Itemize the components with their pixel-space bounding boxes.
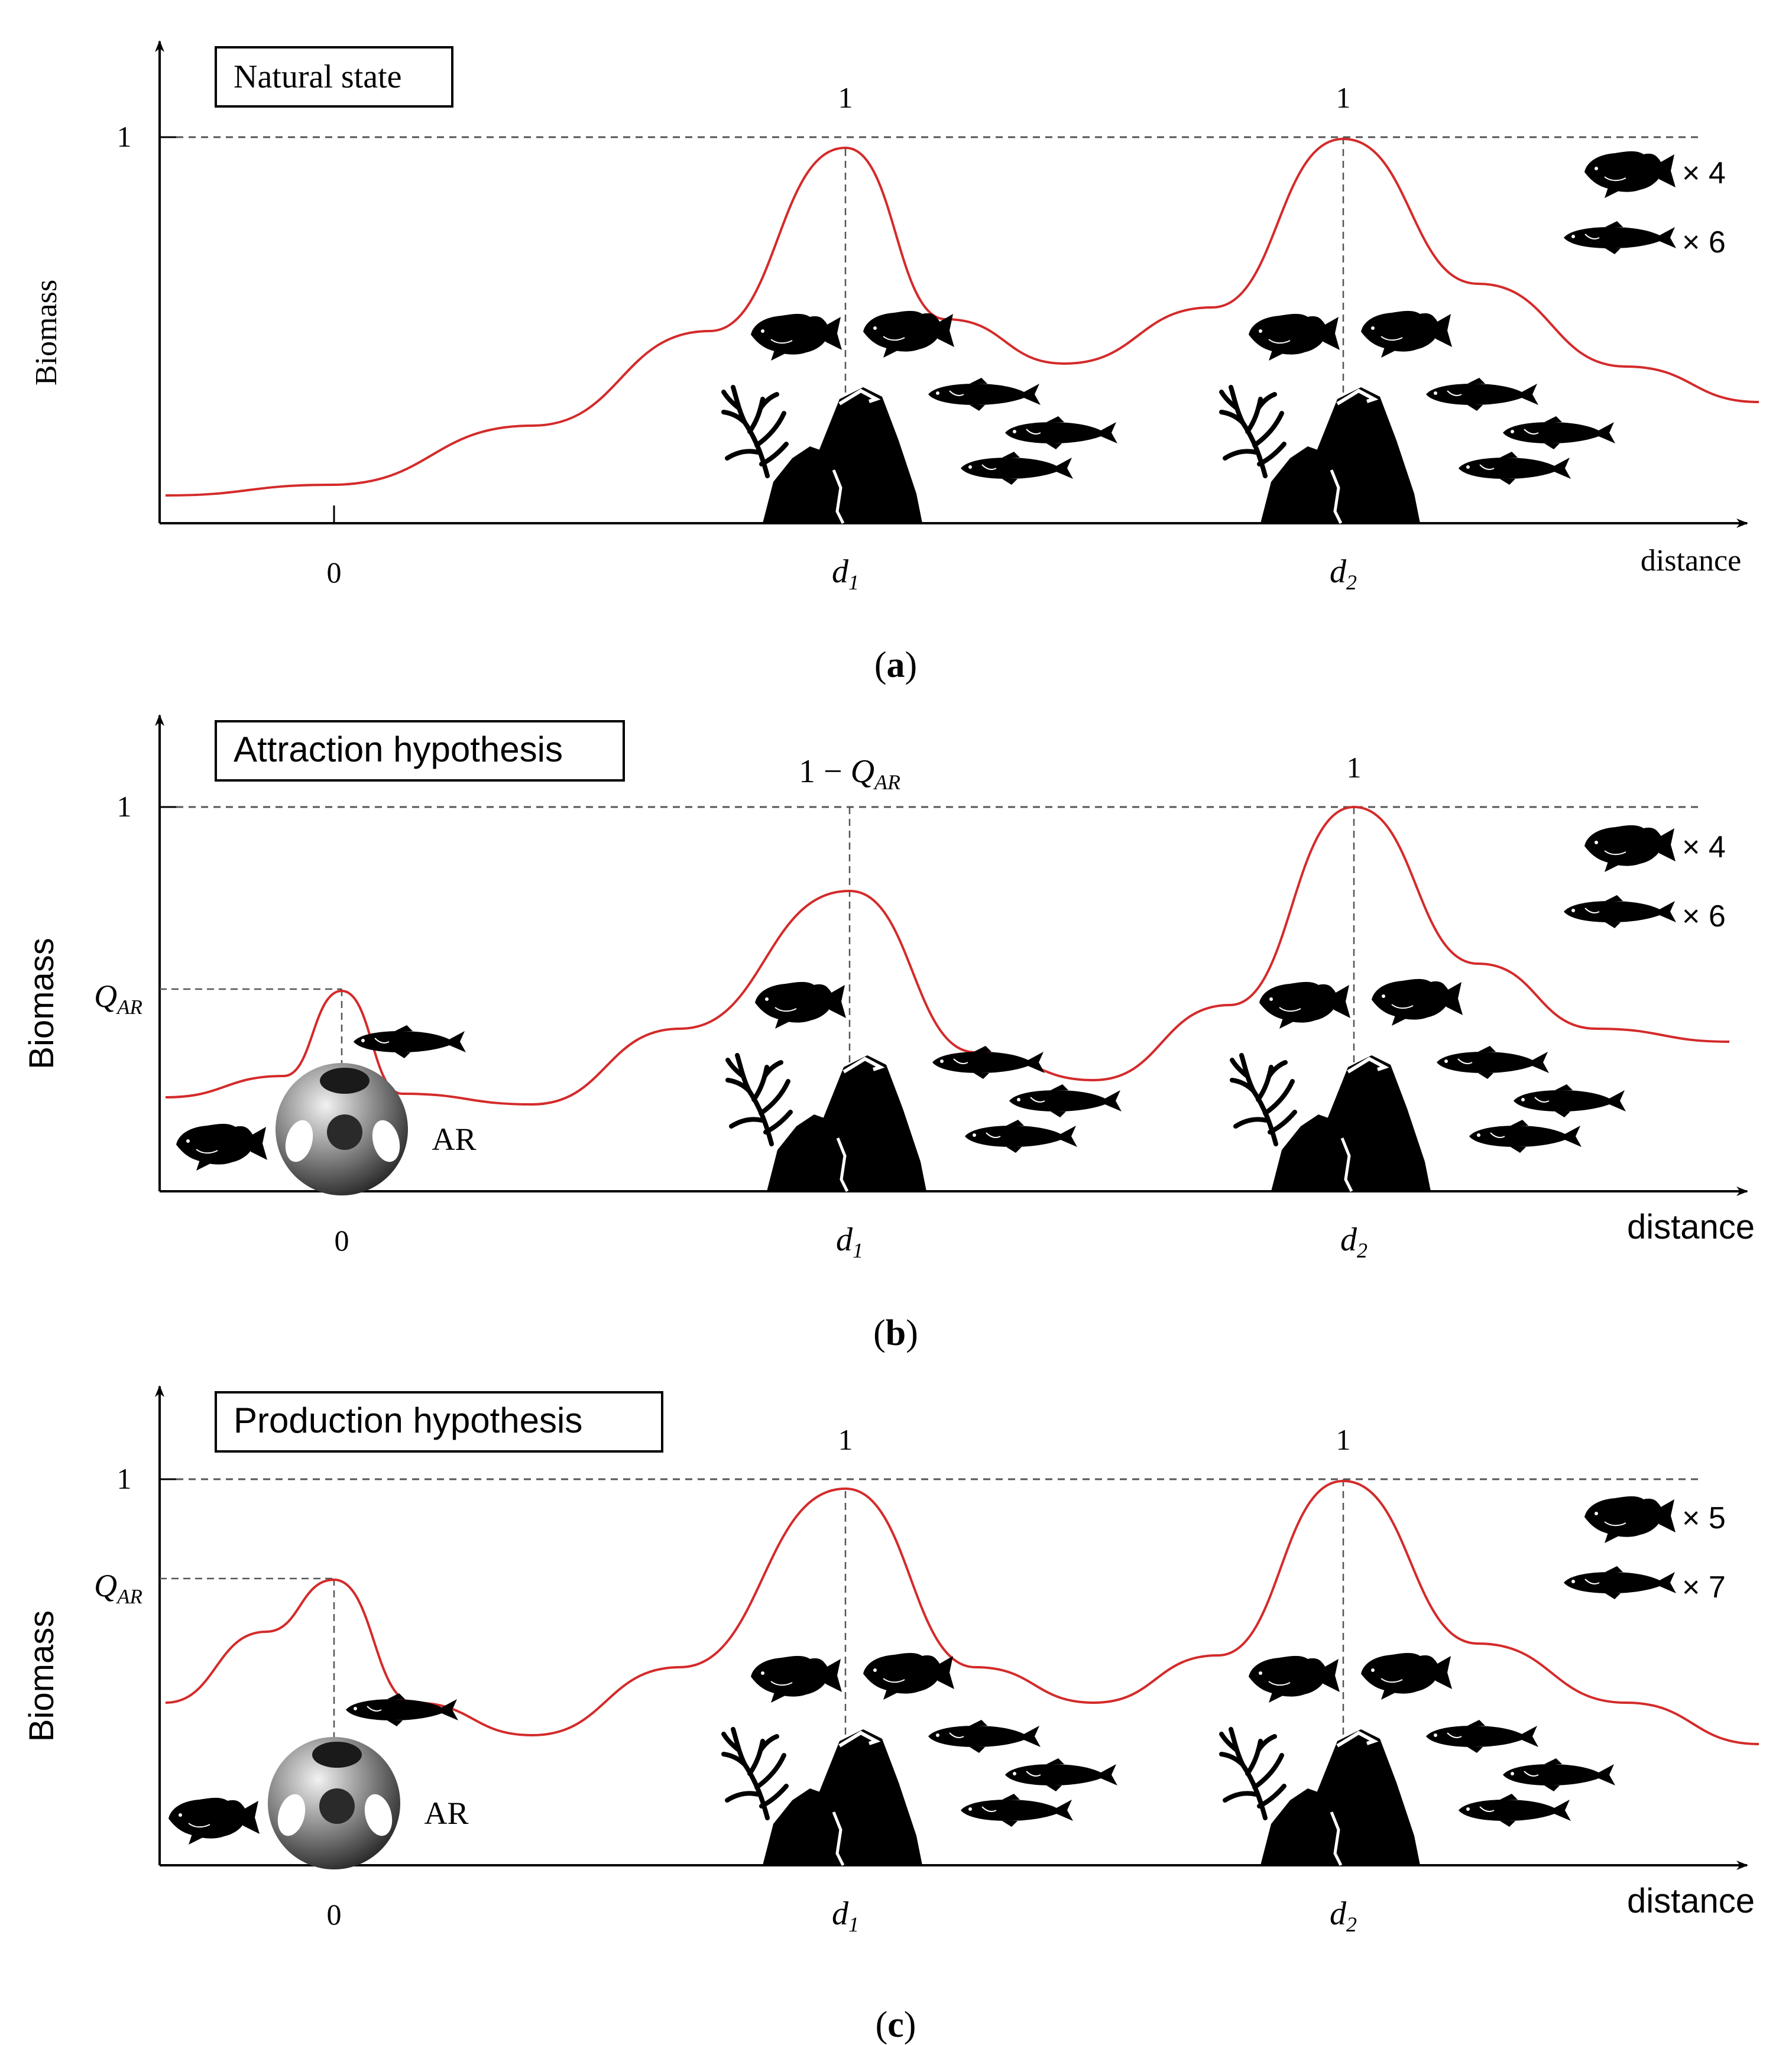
legend-count-slimfish: × 6 [1682,899,1726,934]
artificial-reef-icon [268,1737,400,1869]
slim-fish-icon [928,377,1041,411]
panel-title-text: Production hypothesis [234,1401,582,1440]
slim-fish-icon [1004,1758,1118,1792]
panel-caption: (b) [873,1313,918,1353]
peak-label-d1: 1 [838,81,853,114]
grouper-icon [1584,824,1676,873]
slim-fish-icon [1563,895,1677,929]
q-ar-label: QAR [94,1568,142,1608]
grouper-icon [863,1652,955,1700]
panel-caption: (c) [876,2005,916,2045]
reef-icon [724,387,922,523]
peak-label-d1: 1 − QAR [799,753,900,794]
panel-title: Production hypothesis [215,1391,663,1453]
peak-label-d2: 1 [1336,81,1351,114]
grouper-icon [1360,1652,1453,1700]
grouper-icon [1248,1655,1340,1703]
slim-fish-icon [964,1119,1078,1153]
legend-count-slimfish: × 7 [1682,1570,1726,1605]
x-tick-d2: d2 [1340,1221,1368,1262]
y-tick-one: 1 [117,1462,132,1495]
x-tick-d2: d2 [1330,553,1357,594]
grouper-icon [168,1797,260,1845]
grouper-icon [754,981,847,1029]
grouper-icon [1248,313,1340,361]
y-axis-label: Biomass [30,280,63,385]
ar-label: AR [424,1796,468,1831]
x-tick-d1: d1 [832,1895,859,1936]
slim-fish-icon [960,451,1074,485]
reef-icon [1221,387,1420,523]
reef-icon [1232,1055,1431,1191]
slim-fish-icon [353,1025,466,1059]
biomass-curve [165,1479,1759,1745]
x-axis-label: distance [1627,1208,1755,1246]
panel-c: 1 Biomass Production hypothesis 0 d1 d2 distan… [22,1385,1759,2045]
legend: × 4 × 6 [1563,150,1726,260]
slim-fish-icon [1458,1793,1571,1827]
legend-count-slimfish: × 6 [1682,225,1726,260]
slim-fish-icon [1563,221,1677,255]
slim-fish-icon [1009,1084,1122,1118]
q-ar-label: QAR [94,978,142,1019]
x-axis-label: distance [1641,544,1741,578]
panel-title-text: Natural state [234,59,402,95]
grouper-icon [176,1123,268,1171]
legend-count-grouper: × 4 [1682,830,1726,864]
x-tick-d1: d1 [832,553,859,594]
y-tick-one: 1 [117,120,132,153]
slim-fish-icon [1458,451,1571,485]
grouper-icon [1259,981,1351,1029]
slim-fish-icon [960,1793,1074,1827]
slim-fish-icon [928,1719,1041,1754]
grouper-icon [750,313,842,361]
slim-fish-icon [1436,1045,1550,1080]
slim-fish-icon [1425,377,1539,411]
reef-icon [724,1729,922,1865]
grouper-icon [1371,978,1463,1026]
panel-title: Natural state [215,46,453,108]
panel-caption: (a) [874,645,917,685]
slim-fish-icon [1502,416,1616,450]
slim-fish-icon [1563,1566,1677,1600]
peak-label-d1: 1 [838,1423,853,1456]
reef-icon [1221,1729,1420,1865]
grouper-icon [750,1655,842,1703]
slim-fish-icon [1469,1119,1582,1153]
slim-fish-icon [1502,1758,1616,1792]
panel-title-text: Attraction hypothesis [234,730,563,769]
peak-label-d2: 1 [1336,1423,1351,1456]
reef-icon [728,1055,926,1191]
x-tick-zero: 0 [327,556,342,589]
x-axis-label: distance [1627,1882,1755,1920]
x-tick-d1: d1 [836,1221,863,1262]
panel-title: Attraction hypothesis [215,720,625,782]
panel-b: 1 Biomass Attraction hypothesis 0 d1 d2 distan… [22,714,1755,1353]
y-axis-label: Biomass [22,1610,61,1742]
legend-count-grouper: × 4 [1682,156,1726,190]
legend: × 5 × 7 [1563,1495,1726,1605]
y-axis-label: Biomass [22,938,61,1069]
x-tick-d2: d2 [1330,1895,1357,1936]
biomass-curve [165,137,1759,497]
slim-fish-icon [1513,1084,1626,1118]
ar-label: AR [432,1122,476,1157]
artificial-reef-icon [276,1063,408,1195]
slim-fish-icon [932,1045,1045,1080]
slim-fish-icon [345,1693,459,1727]
grouper-icon [1584,150,1676,199]
legend-count-grouper: × 5 [1682,1501,1726,1535]
y-tick-one: 1 [117,790,132,823]
peak-label-d2: 1 [1347,751,1362,784]
grouper-icon [1584,1495,1676,1544]
legend: × 4 × 6 [1563,824,1726,934]
slim-fish-icon [1425,1719,1539,1754]
x-tick-zero: 0 [327,1898,342,1931]
x-tick-zero: 0 [335,1224,349,1257]
grouper-icon [1360,310,1453,358]
slim-fish-icon [1004,416,1118,450]
